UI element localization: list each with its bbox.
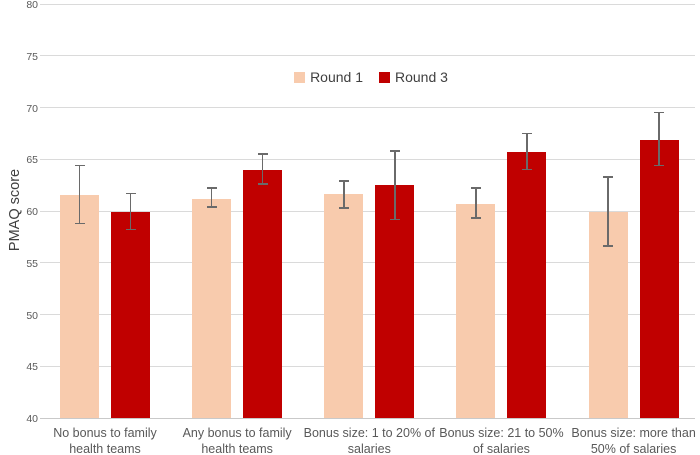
error-bar-cap-top <box>74 164 85 167</box>
y-tick-label: 45 <box>26 361 38 374</box>
legend-item-round-3: Round 3 <box>379 69 448 85</box>
gridline-50 <box>40 314 695 315</box>
bar-round-3-group-3 <box>375 185 415 418</box>
legend-swatch-icon <box>379 71 390 83</box>
error-bar <box>78 165 81 224</box>
bar-round-1-group-4 <box>456 203 496 418</box>
error-bar-cap-bottom <box>470 217 481 219</box>
y-tick-label: 75 <box>26 50 38 63</box>
error-bar-cap-top <box>389 150 400 152</box>
bar-round-1-group-1 <box>60 195 99 418</box>
y-tick-label: 55 <box>26 257 38 270</box>
error-bar <box>210 188 213 207</box>
error-bar-cap-bottom <box>389 218 400 221</box>
bar-round-3-group-1 <box>111 212 150 418</box>
error-bar-cap-top <box>125 192 136 195</box>
error-bar <box>607 176 609 247</box>
error-bar-cap-top <box>257 153 268 155</box>
bar-round-1-group-3 <box>324 194 364 418</box>
y-tick-label: 80 <box>26 0 38 11</box>
gridline-80 <box>40 3 695 5</box>
x-category-label: Bonus size: more than 50% of salaries <box>571 426 696 455</box>
gridline-45 <box>40 365 695 367</box>
error-bar-cap-top <box>521 132 532 135</box>
bar-round-3-group-2 <box>243 169 283 418</box>
error-bar-cap-bottom <box>74 222 85 225</box>
y-tick-label: 70 <box>26 102 38 115</box>
x-axis-line <box>40 417 695 419</box>
error-bar <box>129 193 132 230</box>
error-bar-cap-top <box>206 187 217 189</box>
error-bar <box>261 154 264 185</box>
gridline-75 <box>40 55 695 57</box>
legend-item-round-1: Round 1 <box>294 69 363 85</box>
y-tick-label: 40 <box>26 413 38 425</box>
error-bar-cap-bottom <box>125 228 136 231</box>
gridline-55 <box>40 262 695 264</box>
x-category-label: Any bonus to family health teams <box>182 426 292 455</box>
error-bar <box>526 133 528 170</box>
error-bar-cap-bottom <box>206 206 217 208</box>
x-category-label: Bonus size: 21 to 50% of salaries <box>439 426 564 455</box>
bar-round-1-group-2 <box>192 198 232 418</box>
error-bar-cap-top <box>603 176 614 178</box>
gridline-70 <box>40 107 695 108</box>
error-bar <box>343 180 345 208</box>
error-bar-cap-bottom <box>257 183 268 185</box>
legend: Round 1 Round 3 <box>47 69 695 85</box>
error-bar-cap-bottom <box>603 245 614 247</box>
x-category-label: Bonus size: 1 to 20% of salaries <box>303 426 435 455</box>
x-category-label: No bonus to family health teams <box>53 426 157 455</box>
y-tick-label: 60 <box>26 206 38 218</box>
error-bar-cap-bottom <box>654 164 665 167</box>
legend-label: Round 3 <box>395 69 448 85</box>
bar-round-3-group-5 <box>639 139 679 418</box>
y-tick-label: 65 <box>26 154 38 167</box>
legend-label: Round 1 <box>310 69 363 85</box>
error-bar-cap-top <box>654 111 665 114</box>
error-bar <box>394 150 396 220</box>
error-bar-cap-bottom <box>521 168 532 171</box>
bar-round-3-group-4 <box>507 152 547 418</box>
error-bar-cap-top <box>338 180 349 182</box>
gridline-60 <box>40 210 695 212</box>
error-bar-cap-bottom <box>338 207 349 209</box>
y-tick-label: 50 <box>26 309 38 322</box>
gridline-65 <box>40 158 695 160</box>
error-bar-cap-top <box>470 187 481 189</box>
error-bar <box>475 188 477 219</box>
error-bar <box>658 112 660 166</box>
legend-swatch-icon <box>294 71 306 83</box>
